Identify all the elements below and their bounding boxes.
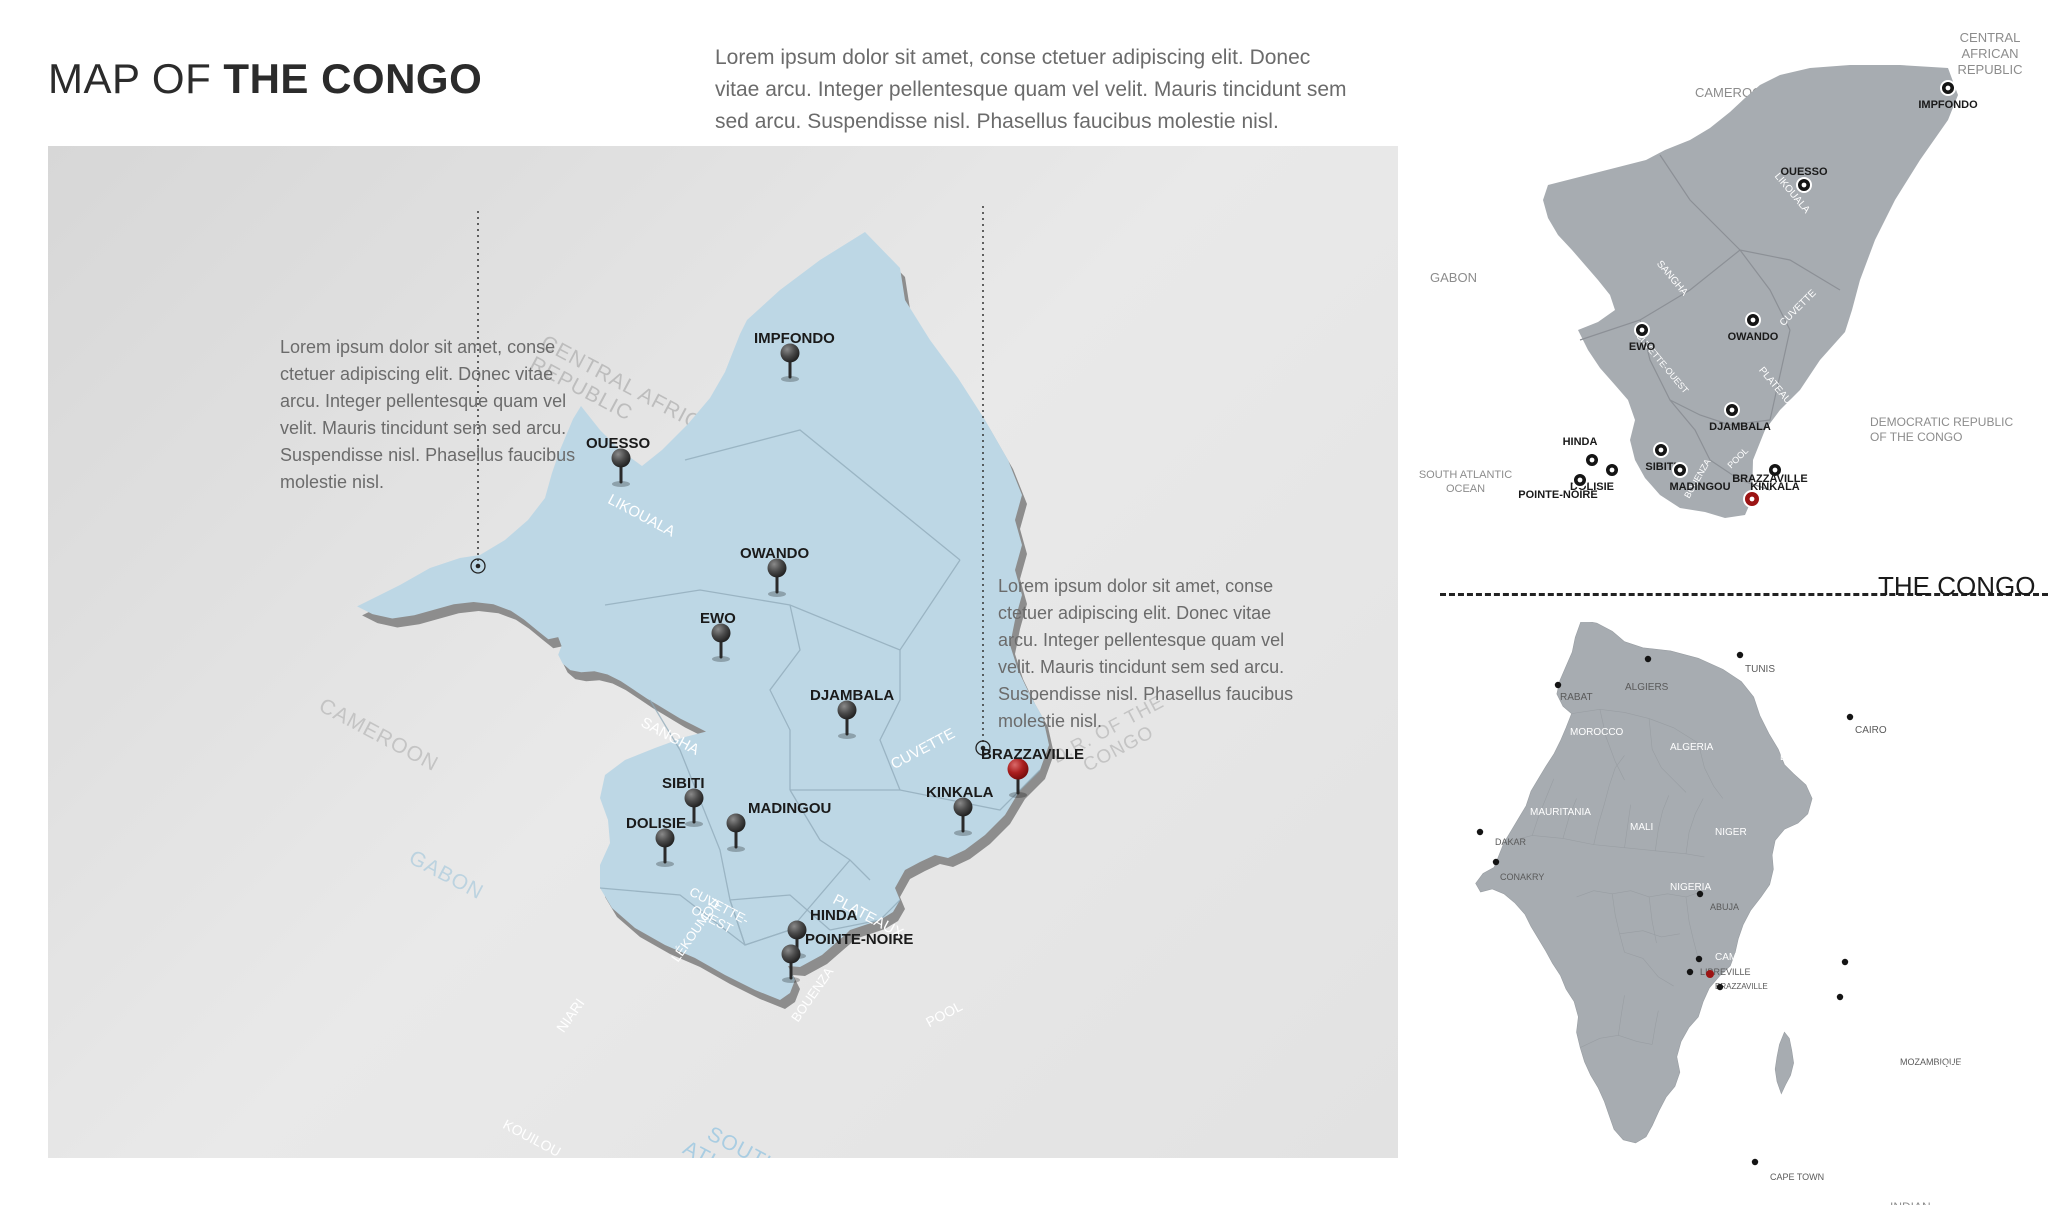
svg-text:OWANDO: OWANDO [1728,331,1779,343]
svg-text:DJAMBALA: DJAMBALA [1709,421,1771,433]
svg-text:IMPFONDO: IMPFONDO [1918,99,1978,111]
svg-text:OUESSO: OUESSO [1780,166,1828,178]
svg-text:MADINGOU: MADINGOU [1669,481,1730,493]
svg-text:POINTE-NOIRE: POINTE-NOIRE [1518,489,1597,501]
svg-text:HINDA: HINDA [1563,436,1598,448]
svg-text:EWO: EWO [1629,341,1656,353]
svg-text:SIBITI: SIBITI [1645,461,1676,473]
svg-text:LÉKOUMOU: LÉKOUMOU [1595,399,1629,449]
svg-text:BRAZZAVILLE: BRAZZAVILLE [1732,473,1808,485]
